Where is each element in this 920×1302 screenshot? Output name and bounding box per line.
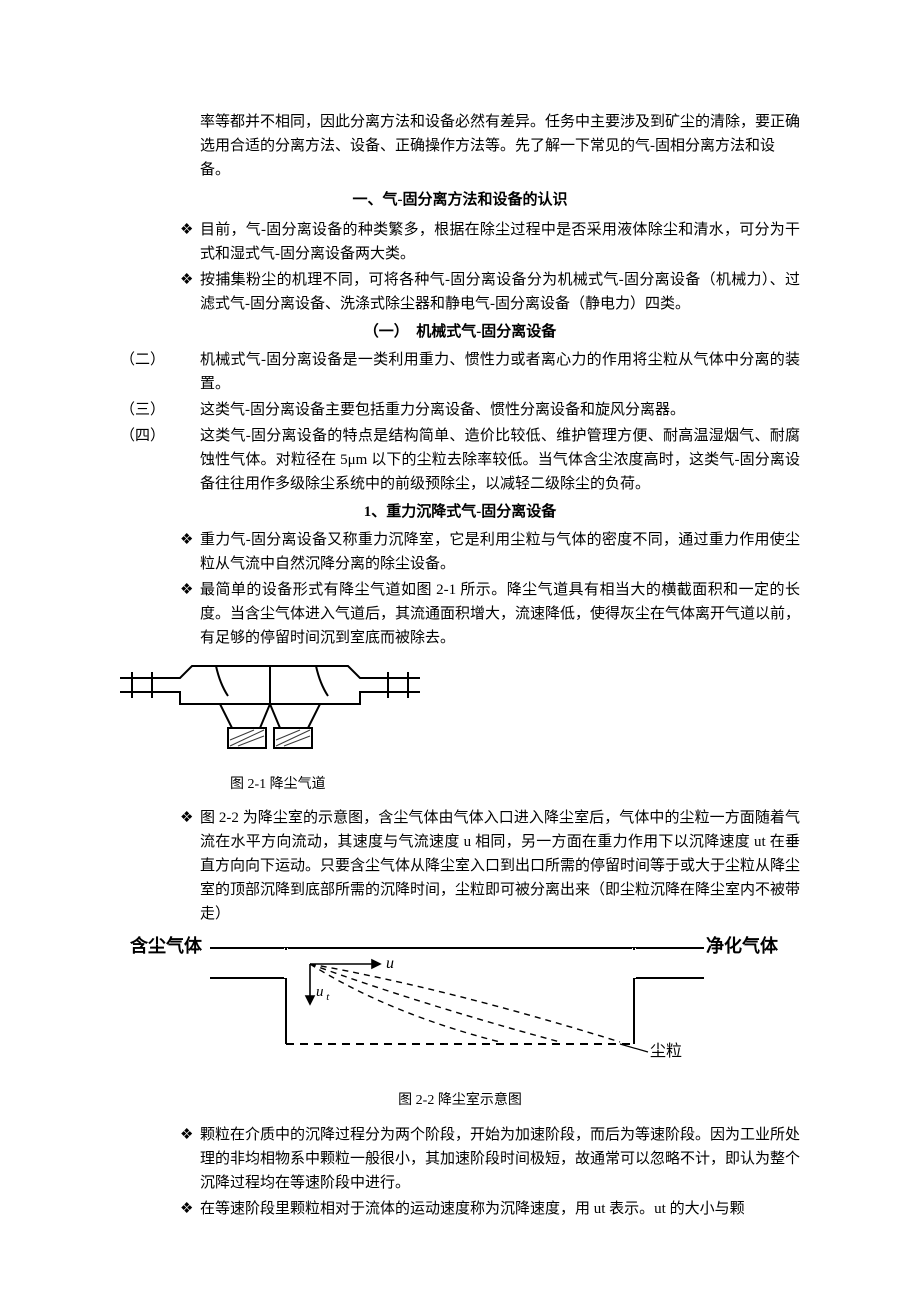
heading-1: 一、气-固分离方法和设备的认识 [120,188,800,212]
figure-caption: 图 2-2 降尘室示意图 [120,1090,800,1112]
figure-caption: 图 2-1 降尘气道 [120,774,800,796]
dust-duct-diagram-icon [120,658,420,768]
heading-2: （一） 机械式气-固分离设备 [120,320,800,344]
diamond-icon: ❖ [180,528,200,576]
bullet-text: 在等速阶段里颗粒相对于流体的运动速度称为沉降速度，用 ut 表示。ut 的大小与… [200,1197,800,1221]
numbered-item: （四） 这类气-固分离设备的特点是结构简单、造价比较低、维护管理方便、耐高温湿烟… [120,424,800,496]
numbered-item: （三） 这类气-固分离设备主要包括重力分离设备、惯性分离设备和旋风分离器。 [120,398,800,422]
bullet-item: ❖ 按捕集粉尘的机理不同，可将各种气-固分离设备分为机械式气-固分离设备（机械力… [180,268,800,316]
bullet-text: 最简单的设备形式有降尘气道如图 2-1 所示。降尘气道具有相当大的横截面积和一定… [200,578,800,650]
bullet-item: ❖ 重力气-固分离设备又称重力沉降室，它是利用尘粒与气体的密度不同，通过重力作用… [180,528,800,576]
bullet-text: 按捕集粉尘的机理不同，可将各种气-固分离设备分为机械式气-固分离设备（机械力）、… [200,268,800,316]
diamond-icon: ❖ [180,1197,200,1221]
bullet-text: 重力气-固分离设备又称重力沉降室，它是利用尘粒与气体的密度不同，通过重力作用使尘… [200,528,800,576]
diamond-icon: ❖ [180,268,200,316]
intro-paragraph: 率等都并不相同，因此分离方法和设备必然有差异。任务中主要涉及到矿尘的清除，要正确… [200,110,800,182]
bullet-item: ❖ 最简单的设备形式有降尘气道如图 2-1 所示。降尘气道具有相当大的横截面积和… [180,578,800,650]
item-number: （二） [120,348,200,396]
bullet-text: 图 2-2 为降尘室的示意图，含尘气体由气体入口进入降尘室后，气体中的尘粒一方面… [200,806,800,926]
bullet-text: 颗粒在介质中的沉降过程分为两个阶段，开始为加速阶段，而后为等速阶段。因为工业所处… [200,1123,800,1195]
settling-chamber-diagram-icon: 含尘气体 净化气体 [120,934,800,1084]
bullet-item: ❖ 目前，气-固分离设备的种类繁多，根据在除尘过程中是否采用液体除尘和清水，可分… [180,218,800,266]
diamond-icon: ❖ [180,1123,200,1195]
document-page: 率等都并不相同，因此分离方法和设备必然有差异。任务中主要涉及到矿尘的清除，要正确… [0,0,920,1302]
bullet-item: ❖ 在等速阶段里颗粒相对于流体的运动速度称为沉降速度，用 ut 表示。ut 的大… [180,1197,800,1221]
bullet-item: ❖ 颗粒在介质中的沉降过程分为两个阶段，开始为加速阶段，而后为等速阶段。因为工业… [180,1123,800,1195]
diamond-icon: ❖ [180,218,200,266]
diamond-icon: ❖ [180,578,200,650]
bullet-text: 目前，气-固分离设备的种类繁多，根据在除尘过程中是否采用液体除尘和清水，可分为干… [200,218,800,266]
numbered-item: （二） 机械式气-固分离设备是一类利用重力、惯性力或者离心力的作用将尘粒从气体中… [120,348,800,396]
bullet-item: ❖ 图 2-2 为降尘室的示意图，含尘气体由气体入口进入降尘室后，气体中的尘粒一… [180,806,800,926]
label-dust: 尘粒 [650,1042,682,1060]
label-u: u [386,955,394,972]
item-text: 这类气-固分离设备的特点是结构简单、造价比较低、维护管理方便、耐高温湿烟气、耐腐… [200,424,800,496]
item-number: （四） [120,424,200,496]
diamond-icon: ❖ [180,806,200,926]
figure-2-1 [120,658,800,768]
item-text: 这类气-固分离设备主要包括重力分离设备、惯性分离设备和旋风分离器。 [200,398,800,422]
item-text: 机械式气-固分离设备是一类利用重力、惯性力或者离心力的作用将尘粒从气体中分离的装… [200,348,800,396]
item-number: （三） [120,398,200,422]
label-ut: u t [316,984,330,1003]
label-dusty-gas: 含尘气体 [130,935,203,956]
figure-2-2: 含尘气体 净化气体 [120,934,800,1084]
heading-3: 1、重力沉降式气-固分离设备 [120,500,800,524]
label-clean-gas: 净化气体 [706,935,779,956]
